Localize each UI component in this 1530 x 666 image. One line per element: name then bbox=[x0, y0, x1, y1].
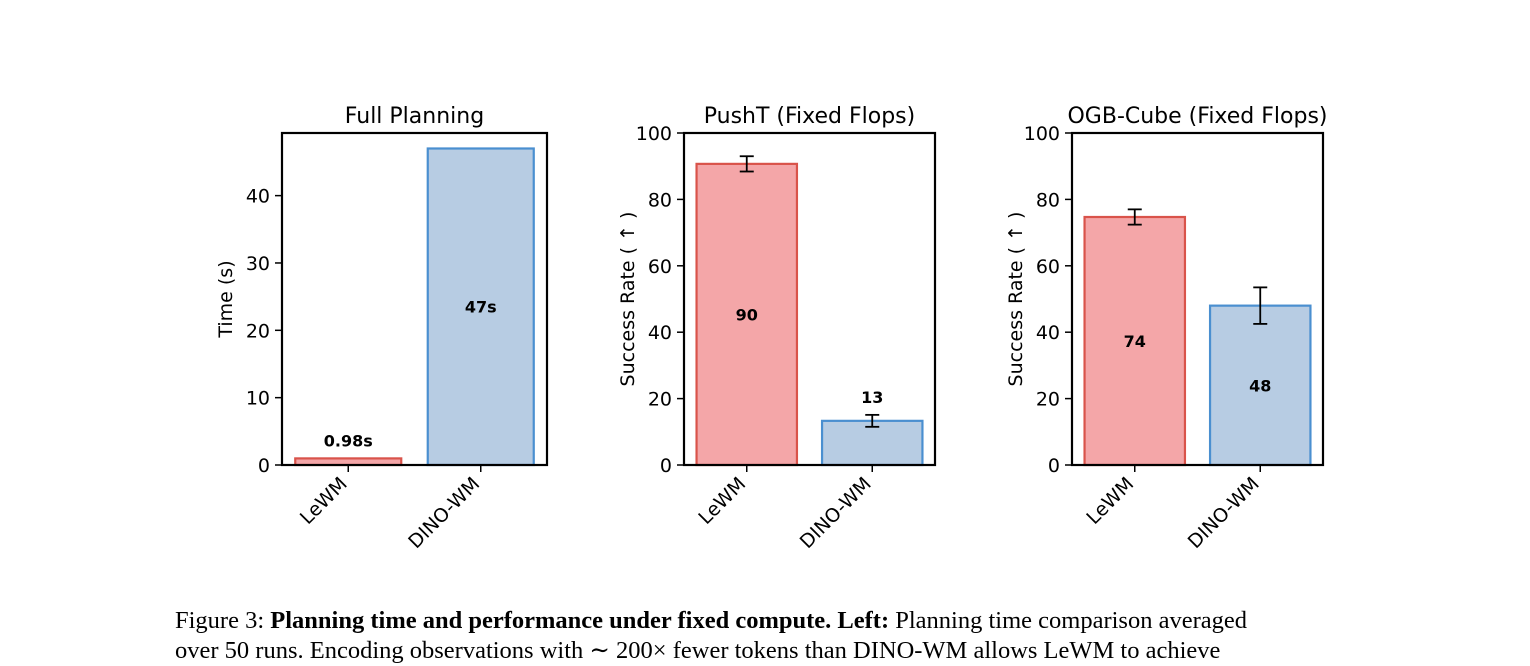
chart-1-xtick-label-0: LeWM bbox=[296, 473, 352, 529]
chart-3-xtick-label-0: LeWM bbox=[1082, 473, 1138, 529]
chart-3-ytick-label-20: 20 bbox=[1036, 389, 1060, 411]
figure-caption: Figure 3: Planning time and performance … bbox=[175, 606, 1375, 666]
caption-bold: Planning time and performance under fixe… bbox=[270, 607, 832, 634]
chart-2-ytick-label-0: 0 bbox=[660, 455, 672, 477]
figure: Full Planning 0.98s LeWM 47s DINO-WM 0 10 20 30 4… bbox=[215, 104, 1328, 553]
chart-2-axes-frame bbox=[682, 131, 937, 467]
caption-bold-left: Left: bbox=[837, 607, 890, 634]
caption-label: Figure 3: bbox=[175, 607, 265, 634]
chart-1-data-label-1: 47s bbox=[465, 298, 497, 317]
chart-2-data-label-1: 13 bbox=[861, 388, 883, 407]
chart-1-axes-frame bbox=[280, 131, 549, 467]
chart-3-ytick-label-0: 0 bbox=[1048, 455, 1060, 477]
chart-3-data-label-0: 74 bbox=[1124, 332, 1146, 351]
chart-2-xtick-label-1: DINO-WM bbox=[796, 473, 876, 553]
chart-3-title: OGB-Cube (Fixed Flops) bbox=[1067, 104, 1327, 129]
chart-1-ytick-label-30: 30 bbox=[246, 253, 270, 275]
caption-text-line1: Planning time comparison averaged bbox=[895, 607, 1247, 634]
chart-1-xtick-label-1: DINO-WM bbox=[404, 473, 484, 553]
chart-2-bar-lewm bbox=[695, 162, 799, 467]
chart-1-ytick-label-40: 40 bbox=[246, 186, 270, 208]
chart-3-ytick-label-60: 60 bbox=[1036, 256, 1060, 278]
chart-1-ytick-label-10: 10 bbox=[246, 388, 270, 410]
chart-1-data-label-0: 0.98s bbox=[324, 431, 373, 450]
chart-3-ytick-label-100: 100 bbox=[1024, 123, 1060, 145]
chart-2-ytick-label-100: 100 bbox=[636, 123, 672, 145]
chart-3-data-label-1: 48 bbox=[1249, 376, 1271, 395]
chart-3-ytick-label-80: 80 bbox=[1036, 189, 1060, 211]
chart-2-ytick-label-40: 40 bbox=[648, 322, 672, 344]
chart-1-title: Full Planning bbox=[345, 104, 484, 129]
chart-2-data-label-0: 90 bbox=[736, 305, 758, 324]
chart-1-bar-dino-wm bbox=[426, 147, 535, 467]
chart-3-xtick-label-1: DINO-WM bbox=[1184, 473, 1264, 553]
chart-2-ytick-label-80: 80 bbox=[648, 189, 672, 211]
chart-2-ytick-label-60: 60 bbox=[648, 256, 672, 278]
chart-3-ytick-label-40: 40 bbox=[1036, 322, 1060, 344]
chart-2-ytick-label-20: 20 bbox=[648, 389, 672, 411]
chart-2-title: PushT (Fixed Flops) bbox=[704, 104, 915, 129]
chart-1-ylabel: Time (s) bbox=[215, 260, 237, 338]
chart-3-ylabel: Success Rate ( ↑ ) bbox=[1005, 212, 1027, 387]
chart-2-bar-dino-wm bbox=[820, 419, 924, 467]
chart-3-axes-frame bbox=[1070, 131, 1325, 467]
chart-2-ylabel: Success Rate ( ↑ ) bbox=[617, 212, 639, 387]
chart-3-bar-lewm bbox=[1083, 215, 1187, 467]
chart-1-ytick-label-0: 0 bbox=[258, 455, 270, 477]
chart-1-ytick-label-20: 20 bbox=[246, 320, 270, 342]
chart-2-xtick-label-0: LeWM bbox=[694, 473, 750, 529]
